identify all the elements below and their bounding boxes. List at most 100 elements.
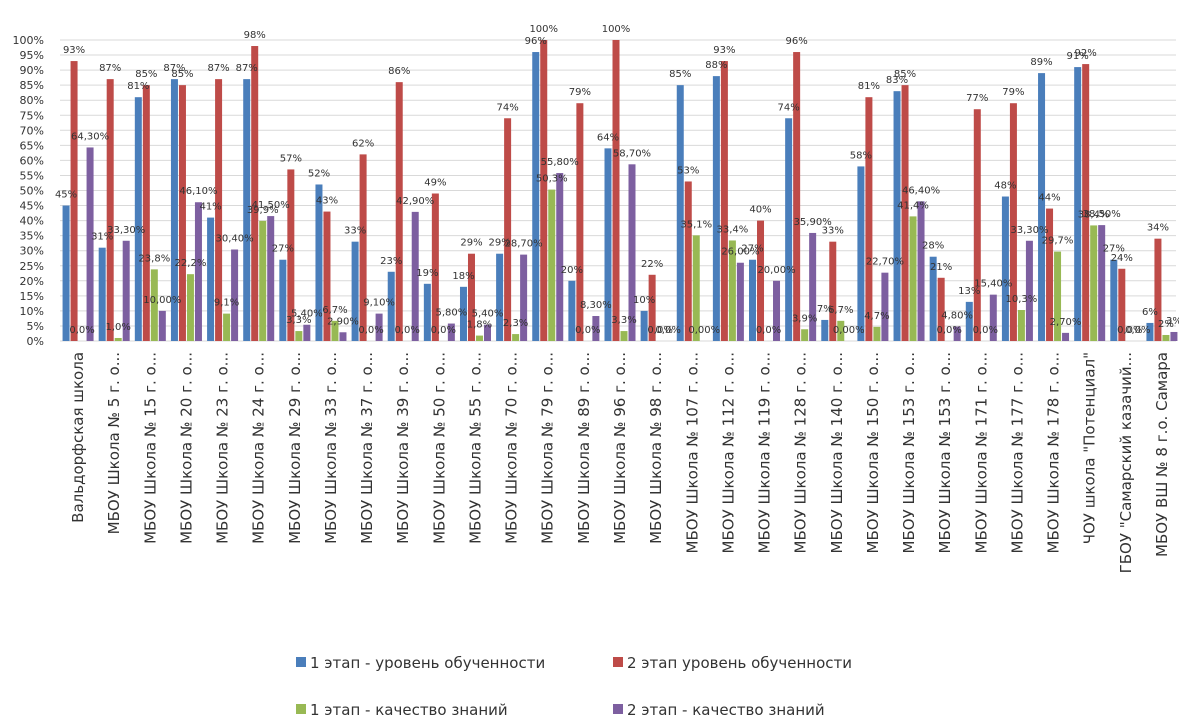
data-label: 3,3% bbox=[286, 315, 311, 326]
y-tick-label: 75% bbox=[20, 109, 44, 122]
data-label: 3,3% bbox=[611, 315, 636, 326]
bar bbox=[592, 316, 600, 341]
bar bbox=[411, 211, 419, 341]
data-label: 0,0% bbox=[973, 325, 998, 336]
bar bbox=[295, 331, 303, 341]
bar bbox=[259, 220, 267, 341]
bar bbox=[134, 97, 142, 341]
data-label: 22,2% bbox=[175, 258, 207, 269]
bar bbox=[929, 256, 937, 341]
y-tick-label: 45% bbox=[20, 200, 44, 213]
category-label: МБОУ Школа № 39 г. о... bbox=[394, 352, 412, 544]
bar bbox=[1098, 225, 1106, 341]
bar bbox=[640, 310, 648, 341]
data-label: 10,3% bbox=[1006, 294, 1038, 305]
category-label: МБОУ Школа № 70 г. о... bbox=[503, 352, 521, 544]
bar bbox=[267, 216, 275, 341]
bar bbox=[757, 220, 765, 341]
data-label: 0,0% bbox=[69, 325, 94, 336]
bar bbox=[909, 216, 917, 341]
data-label: 0,0% bbox=[358, 325, 383, 336]
data-label: 42,90% bbox=[396, 196, 434, 207]
category-label: МБОУ Школа № 171 г. о... bbox=[972, 352, 990, 553]
bar bbox=[801, 329, 809, 341]
bar bbox=[231, 249, 239, 341]
data-label: 86% bbox=[388, 66, 410, 77]
bar bbox=[901, 85, 909, 342]
data-label: 49% bbox=[424, 178, 446, 189]
data-label: 5,80% bbox=[435, 308, 467, 319]
data-label: 6% bbox=[1142, 307, 1158, 318]
data-label: 46,40% bbox=[902, 185, 940, 196]
data-label: 22% bbox=[641, 259, 663, 270]
data-label: 85% bbox=[171, 69, 193, 80]
data-label: 8,30% bbox=[580, 300, 612, 311]
bar bbox=[1062, 332, 1070, 341]
bar bbox=[62, 205, 70, 341]
category-label: МБОУ Школа № 29 г. о... bbox=[286, 352, 304, 544]
legend-label: 2 этап - качество знаний bbox=[627, 701, 825, 719]
bar bbox=[70, 61, 78, 341]
bar bbox=[837, 320, 845, 341]
bar bbox=[375, 313, 383, 341]
bar bbox=[106, 79, 114, 341]
data-label: 1,8% bbox=[467, 320, 492, 331]
bar bbox=[965, 301, 973, 341]
category-label: МБОУ Школа № 178 г. о... bbox=[1045, 352, 1063, 553]
bar bbox=[953, 326, 961, 341]
data-label: 98% bbox=[244, 30, 266, 41]
bar bbox=[142, 85, 150, 342]
data-label: 100% bbox=[602, 24, 631, 35]
data-label: 27% bbox=[741, 244, 763, 255]
data-label: 23,8% bbox=[138, 253, 170, 264]
category-label: МБОУ Школа № 112 г. о... bbox=[719, 352, 737, 553]
bar bbox=[186, 274, 194, 341]
data-label: 22,70% bbox=[866, 257, 904, 268]
y-tick-label: 35% bbox=[20, 230, 44, 243]
bar bbox=[1118, 268, 1126, 341]
data-label: 4,7% bbox=[864, 311, 889, 322]
data-label: 93% bbox=[63, 45, 85, 56]
category-label: МБОУ Школа № 50 г. о... bbox=[430, 352, 448, 544]
bar bbox=[773, 280, 781, 341]
bar bbox=[251, 46, 259, 342]
y-tick-label: 40% bbox=[20, 215, 44, 228]
data-label: 3,9% bbox=[792, 313, 817, 324]
data-label: 1,0% bbox=[105, 322, 130, 333]
bar bbox=[1082, 64, 1090, 341]
category-label: МБОУ Школа № 96 г. о... bbox=[611, 352, 629, 544]
bar bbox=[736, 262, 744, 341]
bar bbox=[604, 148, 612, 341]
data-label: 96% bbox=[786, 36, 808, 47]
y-tick-label: 70% bbox=[20, 124, 44, 137]
data-label: 0,0% bbox=[936, 325, 961, 336]
data-label: 29% bbox=[460, 238, 482, 249]
bar bbox=[1154, 238, 1162, 341]
bar bbox=[178, 85, 186, 342]
bar bbox=[279, 259, 287, 341]
data-label: 28% bbox=[922, 241, 944, 252]
data-label: 23% bbox=[380, 256, 402, 267]
bar bbox=[170, 79, 178, 341]
data-label: 30,40% bbox=[216, 233, 254, 244]
y-tick-label: 85% bbox=[20, 79, 44, 92]
data-label: 46,10% bbox=[179, 186, 217, 197]
bar bbox=[1009, 103, 1017, 342]
bar bbox=[1054, 251, 1062, 341]
bar bbox=[395, 82, 403, 341]
bar bbox=[612, 40, 620, 341]
bar bbox=[676, 85, 684, 342]
data-label: 0,0% bbox=[647, 325, 672, 336]
category-label: ГБОУ "Самарский казачий... bbox=[1117, 352, 1135, 573]
bar bbox=[1046, 208, 1054, 341]
category-label: МБОУ Школа № 153 г. о... bbox=[936, 352, 954, 553]
data-label: 13% bbox=[958, 286, 980, 297]
bar bbox=[917, 201, 925, 341]
bar bbox=[556, 173, 564, 341]
data-label: 79% bbox=[569, 87, 591, 98]
bar bbox=[873, 326, 881, 341]
data-label: 41,4% bbox=[897, 200, 929, 211]
data-label: 6,7% bbox=[322, 305, 347, 316]
data-label: 20,00% bbox=[757, 265, 795, 276]
